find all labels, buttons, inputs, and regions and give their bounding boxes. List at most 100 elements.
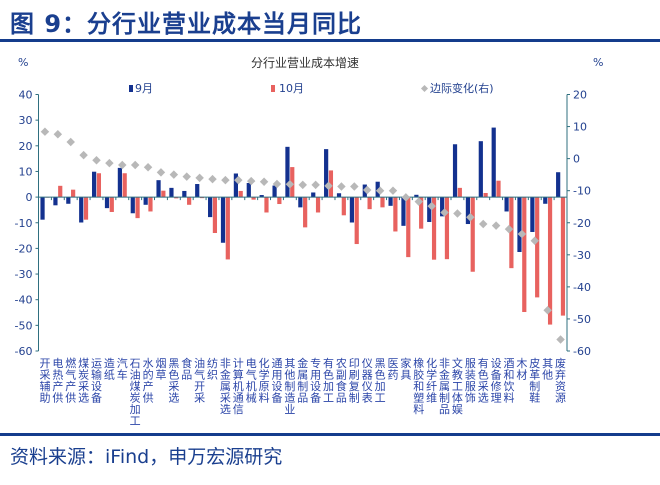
marker-delta (504, 224, 514, 234)
bar-sep (556, 172, 561, 198)
bar-oct (199, 197, 205, 199)
category-label: 煤炭采选 (78, 357, 89, 405)
category-label: 服装服饰 (465, 357, 476, 405)
bar-oct (380, 197, 385, 208)
category-label: 电气机械 (246, 357, 257, 405)
bar-sep (440, 197, 445, 217)
marker-delta (221, 175, 230, 185)
marker-delta (427, 201, 436, 211)
bar-sep (336, 193, 342, 198)
marker-delta (388, 186, 398, 195)
marker-delta (414, 197, 424, 206)
bar-sep (92, 171, 97, 198)
chart: 分行业营业成本增速 % % 9月 10月 边际变化(右) 40 30 20 10 0 -1… (15, 56, 604, 428)
bar-oct (341, 197, 346, 216)
left-axis-tick-label: -60 (15, 345, 33, 358)
left-axis-tick-label: -20 (15, 242, 33, 255)
bar-oct (174, 197, 179, 199)
bar-oct (290, 167, 295, 198)
bar-oct (431, 197, 437, 260)
category-label: 废弃资源 (555, 356, 566, 405)
bar-sep (478, 141, 483, 198)
category-label: 汽车 (117, 356, 128, 382)
marker-delta (195, 173, 204, 183)
bar-sep (117, 167, 122, 198)
bar-sep (233, 173, 238, 198)
category-label: 燃气产供 (65, 356, 76, 405)
bar-oct (238, 190, 243, 198)
bar-sep (169, 187, 174, 198)
bar-oct (83, 197, 89, 220)
bar-sep (53, 197, 58, 206)
marker-delta (543, 306, 552, 315)
title-rule (0, 39, 660, 42)
category-label: 油气开采 (194, 356, 205, 405)
marker-delta (375, 186, 385, 195)
bar-sep (543, 197, 548, 204)
bar-oct (277, 197, 282, 205)
bar-sep (414, 194, 419, 198)
bar-sep (182, 190, 187, 198)
source-rule (0, 433, 660, 436)
left-axis-tick-label: 10 (19, 165, 33, 178)
legend-swatch-delta (420, 84, 429, 93)
marker-delta (53, 130, 63, 139)
right-axis-tick-label: -10 (573, 185, 591, 198)
bar-sep (452, 144, 458, 198)
category-label: 木材 (516, 357, 527, 382)
category-label: 非金属采选 (220, 357, 231, 416)
left-axis-tick-label: 20 (19, 140, 33, 153)
bar-oct (535, 197, 540, 298)
chart-title: 分行业营业成本增速 (251, 56, 359, 70)
left-axis-tick-label: -10 (15, 217, 33, 230)
marker-delta (285, 180, 295, 189)
category-label: 其他 (542, 357, 553, 382)
bar-oct (354, 197, 359, 245)
bar-oct (393, 197, 398, 232)
bar-oct (496, 180, 501, 198)
marker-delta (440, 208, 449, 217)
bar-oct (264, 197, 269, 213)
marker-delta (478, 219, 488, 229)
bar-oct (71, 189, 76, 198)
category-label: 仪器仪表 (362, 357, 373, 405)
bar-oct (212, 197, 218, 234)
bar-sep (349, 197, 355, 223)
category-label: 石油煤炭加工 (130, 357, 141, 428)
category-label: 黑色采选 (168, 357, 179, 405)
bar-oct (225, 197, 230, 260)
marker-delta (156, 168, 166, 177)
category-label: 开采辅助 (39, 357, 50, 405)
marker-delta (401, 193, 411, 202)
bar-oct (122, 173, 127, 198)
bar-sep (388, 197, 393, 206)
category-label: 造纸 (104, 356, 115, 382)
left-axis-tick-label: 40 (19, 89, 33, 102)
legend-label-delta: 边际变化(右) (430, 81, 494, 95)
category-label: 通用设备 (271, 357, 282, 405)
bar-sep (79, 197, 84, 223)
left-axis-tick-label: -40 (15, 294, 33, 307)
bar-oct (148, 197, 153, 212)
marker-delta (182, 172, 191, 181)
bar-sep (427, 197, 432, 222)
bar-sep (156, 180, 161, 198)
right-axis-tick-label: -40 (573, 281, 591, 294)
left-axis-tick-label: 30 (19, 114, 33, 127)
marker-delta (246, 176, 256, 186)
right-axis-tick-label: 10 (573, 121, 587, 134)
bar-oct (303, 197, 308, 228)
bar-sep (195, 184, 200, 198)
marker-delta (491, 221, 501, 230)
category-label: 烟草 (155, 356, 166, 382)
category-label: 有色加工 (323, 356, 334, 405)
bar-sep (246, 182, 251, 198)
category-label: 橡胶和塑料 (413, 357, 424, 416)
category-label: 纺织 (207, 356, 218, 382)
category-label: 电热产供 (52, 357, 63, 405)
marker-delta (259, 177, 269, 186)
marker-delta (40, 127, 50, 136)
bar-sep (259, 195, 264, 198)
bar-sep (220, 197, 226, 243)
category-label: 其他制造业 (284, 357, 295, 416)
